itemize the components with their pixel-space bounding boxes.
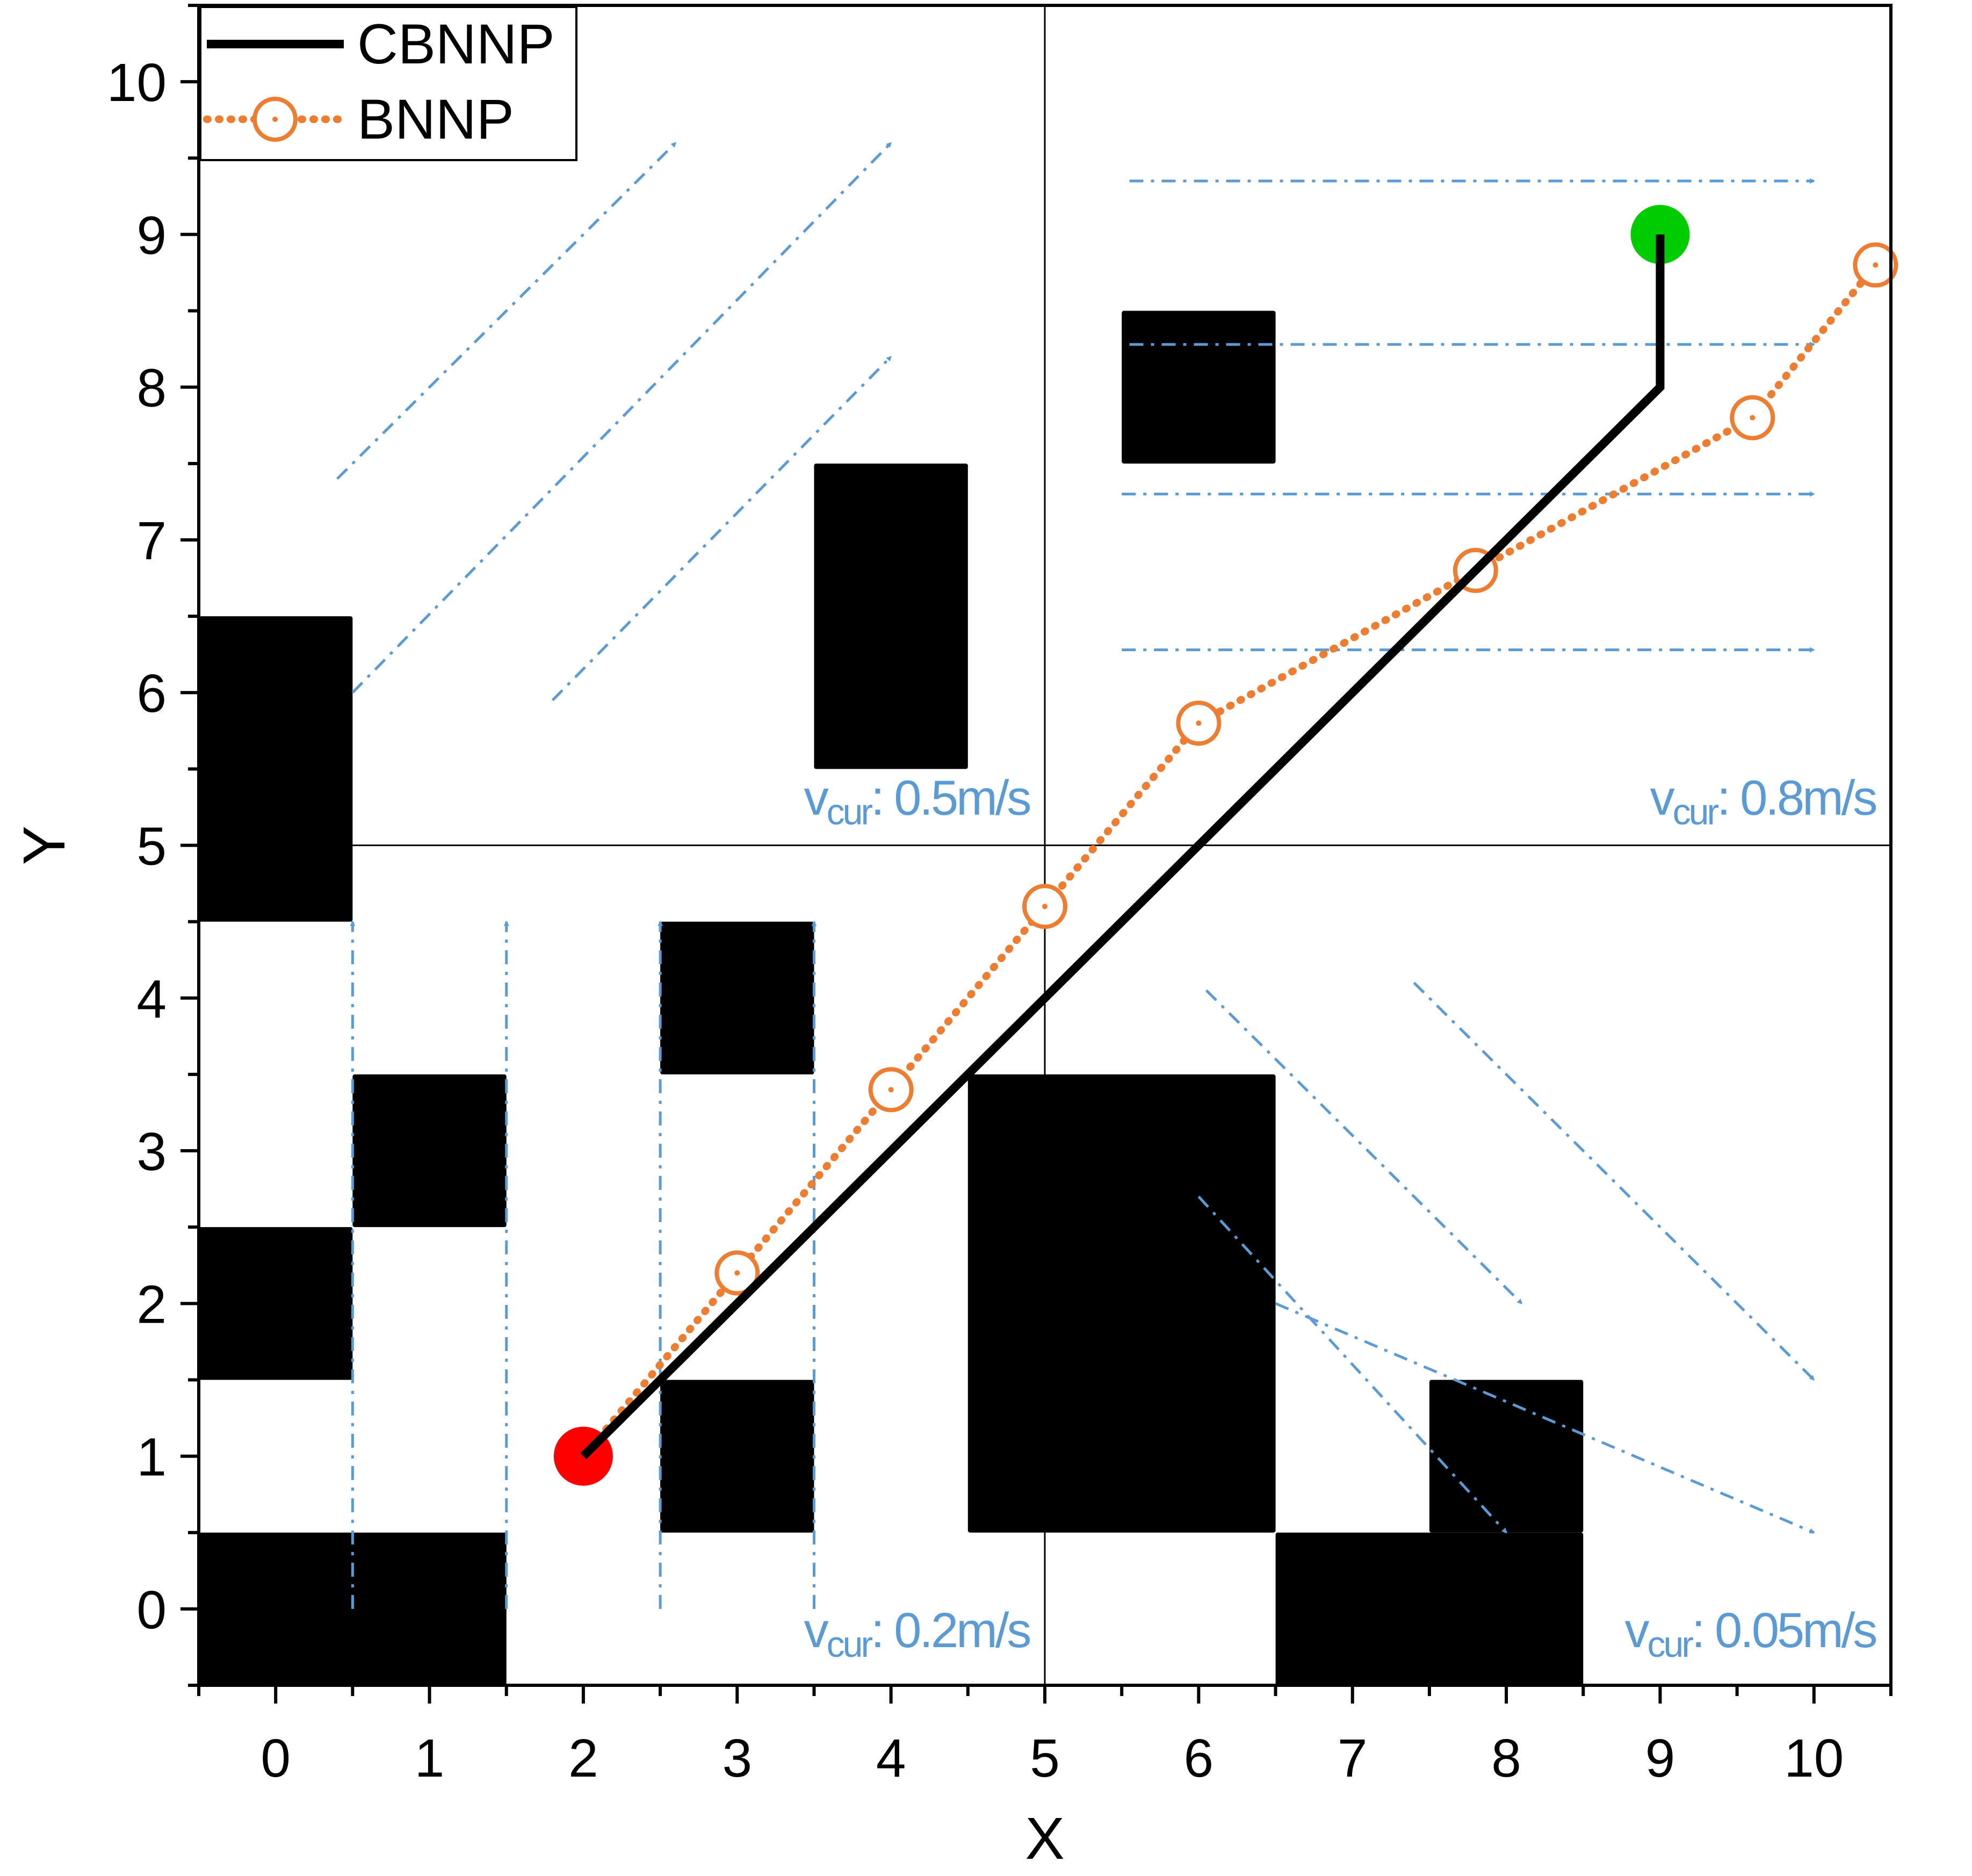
x-tick-label: 8	[1491, 1728, 1521, 1788]
current-arrow	[1205, 989, 1523, 1305]
bnnp-marker-dot	[888, 1087, 894, 1093]
x-tick-label: 10	[1784, 1728, 1844, 1788]
x-tick-label: 2	[568, 1728, 598, 1788]
current-arrows-layer	[336, 142, 1815, 1609]
x-tick-label: 3	[722, 1728, 752, 1788]
legend: CBNNP BNNP	[199, 6, 577, 161]
obstacle	[967, 1074, 1276, 1533]
obstacle	[1275, 1532, 1584, 1685]
current-arrow	[1197, 1195, 1507, 1534]
speed-value: : 0.8m/s	[1717, 771, 1876, 826]
speed-subscript: cur	[1648, 1624, 1694, 1665]
x-tick-label: 0	[261, 1728, 291, 1788]
speed-symbol: v	[1625, 1603, 1650, 1658]
obstacle	[660, 921, 814, 1074]
start-goal-layer	[553, 205, 1690, 1486]
speed-symbol: v	[1650, 771, 1675, 826]
bnnp-marker-dot	[1750, 415, 1756, 421]
obstacle	[814, 463, 968, 769]
legend-bnnp-marker-dot	[272, 117, 278, 122]
current-speed-label: vcur: 0.2m/s	[804, 1603, 1030, 1665]
y-tick-label: 3	[136, 1122, 167, 1182]
y-tick-label: 7	[136, 511, 167, 571]
y-tick-label: 10	[107, 53, 167, 113]
speed-value: : 0.05m/s	[1692, 1603, 1876, 1658]
x-tick-label: 9	[1645, 1728, 1675, 1788]
speed-symbol: v	[804, 1603, 829, 1658]
x-tick-label: 7	[1338, 1728, 1368, 1788]
bnnp-marker-dot	[1042, 904, 1048, 910]
bnnp-marker-dot	[734, 1270, 740, 1276]
x-tick-label: 5	[1030, 1728, 1060, 1788]
current-speed-label: vcur: 0.5m/s	[804, 771, 1030, 833]
speed-subscript: cur	[827, 1624, 873, 1665]
legend-label-bnnp: BNNP	[357, 88, 514, 151]
current-speed-label: vcur: 0.8m/s	[1650, 771, 1876, 833]
y-tick-label: 0	[136, 1580, 167, 1640]
y-tick-label: 8	[136, 358, 167, 419]
cbnnp-start-segment	[580, 1415, 625, 1460]
region-dividers-layer	[199, 5, 1891, 1685]
current-arrow	[336, 142, 677, 480]
x-tick-label: 1	[415, 1728, 445, 1788]
y-axis-title: Y	[11, 826, 77, 865]
y-tick-label: 4	[136, 969, 167, 1029]
bnnp-path-line	[579, 261, 1880, 1460]
y-tick-label: 9	[136, 205, 167, 265]
bnnp-marker-dot	[1873, 262, 1879, 268]
y-tick-label: 1	[136, 1427, 167, 1488]
x-tick-label: 6	[1184, 1728, 1214, 1788]
bnnp-marker-dot	[1196, 720, 1202, 726]
current-arrow	[1413, 982, 1815, 1381]
x-tick-label: 4	[876, 1728, 906, 1788]
y-tick-label: 6	[136, 663, 167, 724]
obstacle	[660, 1380, 814, 1533]
axes-layer: 0 0 1 1 2 2 3 3 4 4 5 5 6 6 7 7 8 8 9 9 10 10 X Y	[11, 4, 1892, 1872]
legend-label-cbnnp: CBNNP	[357, 13, 555, 76]
y-tick-label: 5	[136, 817, 167, 877]
obstacle	[1429, 1380, 1584, 1533]
current-speed-label: vcur: 0.05m/s	[1625, 1603, 1876, 1665]
obstacle	[199, 616, 353, 922]
speed-value: : 0.5m/s	[871, 771, 1030, 826]
obstacle	[199, 1532, 507, 1685]
current-arrow	[1275, 1302, 1815, 1534]
speed-symbol: v	[804, 771, 829, 826]
obstacle	[352, 1074, 507, 1228]
y-tick-label: 2	[136, 1274, 167, 1334]
speed-value: : 0.2m/s	[871, 1603, 1030, 1658]
obstacle	[199, 1227, 353, 1380]
x-axis-title: X	[1025, 1806, 1064, 1872]
obstacle	[1122, 311, 1276, 464]
speed-subscript: cur	[1673, 792, 1719, 833]
speed-subscript: cur	[827, 792, 873, 833]
